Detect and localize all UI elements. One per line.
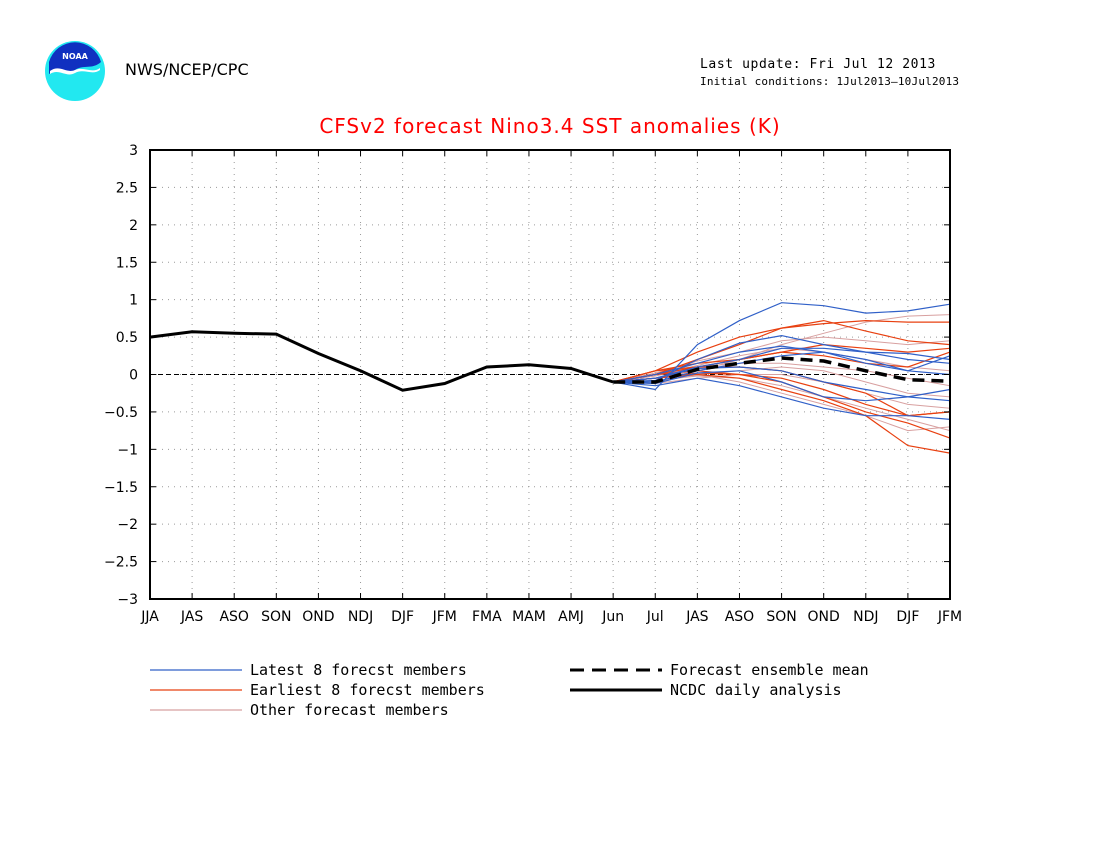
legend-label-mean: Forecast ensemble mean [670, 661, 869, 679]
y-tick-label: −1.5 [104, 480, 138, 496]
initial-conditions-label: Initial conditions: 1Jul2013–10Jul2013 [700, 75, 960, 88]
legend-label-latest: Latest 8 forecst members [250, 661, 467, 679]
member-line-latest [613, 366, 951, 402]
x-tick-label: DJF [391, 609, 414, 625]
x-tick-label: JAS [180, 609, 203, 625]
y-tick-label: −0.5 [104, 405, 138, 421]
member-line-other [613, 374, 951, 409]
member-line-latest [613, 345, 951, 383]
x-tick-label: NDJ [348, 609, 373, 625]
x-tick-label: OND [808, 609, 840, 625]
member-line-latest [613, 377, 951, 420]
member-line-other [613, 314, 951, 383]
chart-title: CFSv2 forecast Nino3.4 SST anomalies (K) [319, 114, 781, 138]
agency-label: NWS/NCEP/CPC [125, 60, 249, 79]
forecast-members-layer [613, 302, 951, 454]
y-tick-label: 1.5 [116, 255, 138, 271]
y-tick-label: 0 [129, 368, 138, 384]
x-tick-label: Jun [601, 609, 624, 625]
member-line-earliest [613, 351, 951, 383]
x-tick-label: OND [302, 609, 334, 625]
member-line-latest [613, 370, 951, 402]
x-tick-label: JAS [685, 609, 708, 625]
x-tick-label: DJF [896, 609, 919, 625]
x-tick-label: NDJ [853, 609, 878, 625]
noaa-logo-text: NOAA [62, 52, 88, 61]
y-tick-label: −3 [117, 592, 138, 608]
x-tick-label: MAM [512, 609, 546, 625]
ensemble-mean-layer [613, 356, 951, 384]
noaa-logo: NOAA [45, 41, 105, 101]
x-tick-label: AMJ [558, 609, 584, 625]
last-update-label: Last update: Fri Jul 12 2013 [700, 57, 936, 72]
ensemble-mean-line [613, 356, 951, 384]
x-tick-label: SON [261, 609, 291, 625]
x-tick-label: JFM [432, 609, 457, 625]
y-tick-label: −2 [117, 517, 138, 533]
member-line-latest [613, 351, 951, 383]
y-tick-label: −2.5 [104, 555, 138, 571]
x-tick-label: Jul [646, 609, 664, 625]
y-tick-label: −1 [117, 442, 138, 458]
x-tick-label: SON [766, 609, 796, 625]
analysis-line [149, 330, 614, 392]
legend-label-analysis: NCDC daily analysis [670, 681, 842, 699]
y-tick-labels: 3 2.5 2 1.5 1 0.5 0 −0.5 −1 −1.5 −2 −2.5 −3 [104, 143, 138, 608]
y-tick-label: 0.5 [116, 330, 138, 346]
y-tick-label: 2 [129, 218, 138, 234]
x-tick-label: ASO [725, 609, 754, 625]
legend: Latest 8 forecst members Earliest 8 forec… [150, 661, 869, 719]
member-line-latest [613, 334, 951, 383]
analysis-layer [149, 330, 614, 392]
y-tick-label: 1 [129, 293, 138, 309]
x-tick-label: ASO [219, 609, 248, 625]
y-tick-label: 2.5 [116, 180, 138, 196]
legend-label-earliest: Earliest 8 forecst members [250, 681, 485, 699]
x-tick-label: JFM [937, 609, 962, 625]
x-tick-label: JJA [140, 609, 159, 625]
x-tick-labels: JJA JAS ASO SON OND NDJ DJF JFM FMA MAM AMJ Jun Jul J… [140, 609, 962, 625]
y-tick-label: 3 [129, 143, 138, 159]
x-tick-label: FMA [472, 609, 502, 625]
plot-frame-layer [149, 149, 951, 600]
legend-label-other: Other forecast members [250, 701, 449, 719]
